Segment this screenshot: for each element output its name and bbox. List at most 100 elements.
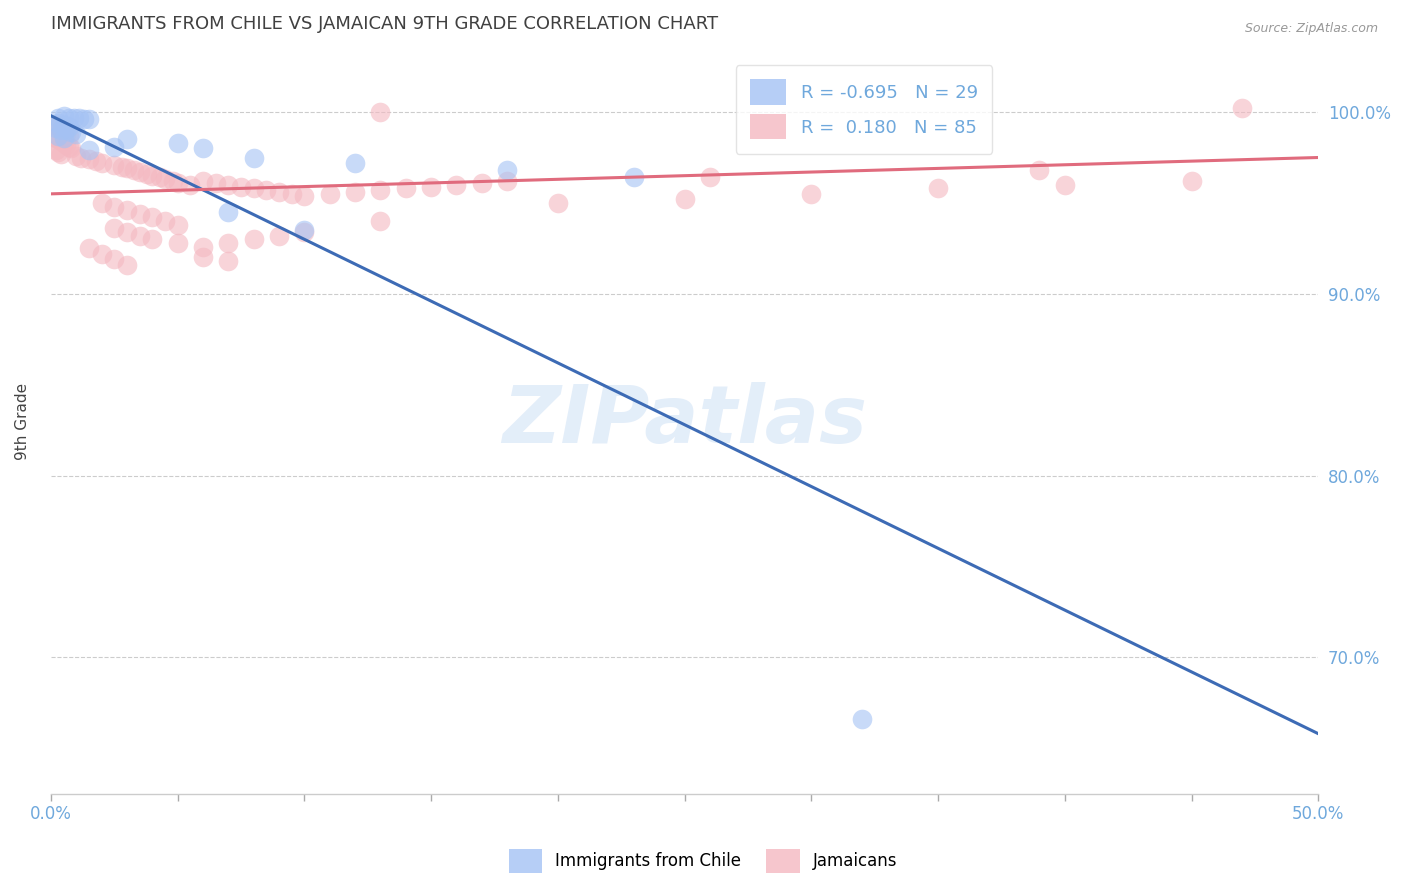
Point bbox=[800, 186, 823, 201]
Point bbox=[45, 118, 67, 132]
Legend: R = -0.695   N = 29, R =  0.180   N = 85: R = -0.695 N = 29, R = 0.180 N = 85 bbox=[735, 65, 993, 154]
Point bbox=[103, 200, 125, 214]
Point bbox=[217, 205, 239, 219]
Point bbox=[77, 112, 100, 127]
Point bbox=[60, 141, 83, 155]
Point bbox=[166, 136, 188, 150]
Point bbox=[191, 239, 214, 253]
Point bbox=[128, 207, 150, 221]
Point bbox=[280, 186, 302, 201]
Point bbox=[45, 121, 67, 136]
Point bbox=[191, 141, 214, 155]
Point bbox=[471, 176, 494, 190]
Point bbox=[55, 127, 77, 141]
Text: IMMIGRANTS FROM CHILE VS JAMAICAN 9TH GRADE CORRELATION CHART: IMMIGRANTS FROM CHILE VS JAMAICAN 9TH GR… bbox=[51, 15, 718, 33]
Point bbox=[267, 228, 290, 243]
Point bbox=[77, 241, 100, 255]
Point bbox=[254, 183, 277, 197]
Point bbox=[446, 178, 468, 192]
Point bbox=[49, 123, 72, 137]
Point bbox=[217, 178, 239, 192]
Point bbox=[1232, 102, 1254, 116]
Point bbox=[58, 128, 80, 143]
Point bbox=[103, 252, 125, 267]
Point bbox=[128, 165, 150, 179]
Point bbox=[141, 232, 163, 246]
Point bbox=[547, 196, 569, 211]
Point bbox=[149, 170, 172, 185]
Point bbox=[58, 111, 80, 125]
Point bbox=[115, 161, 138, 176]
Y-axis label: 9th Grade: 9th Grade bbox=[15, 383, 30, 459]
Point bbox=[48, 128, 70, 143]
Point bbox=[86, 154, 108, 169]
Point bbox=[344, 185, 367, 199]
Point bbox=[1028, 163, 1050, 178]
Point bbox=[73, 112, 96, 127]
Point bbox=[48, 132, 70, 146]
Point bbox=[496, 163, 519, 178]
Point bbox=[153, 214, 176, 228]
Point bbox=[48, 111, 70, 125]
Point bbox=[318, 186, 340, 201]
Point bbox=[229, 179, 252, 194]
Point bbox=[166, 235, 188, 250]
Point bbox=[242, 232, 264, 246]
Point bbox=[191, 174, 214, 188]
Point bbox=[70, 151, 93, 165]
Point bbox=[115, 132, 138, 146]
Point bbox=[673, 192, 696, 206]
Point bbox=[851, 712, 873, 726]
Point bbox=[344, 156, 367, 170]
Point bbox=[103, 139, 125, 153]
Point bbox=[49, 123, 72, 137]
Point bbox=[67, 111, 90, 125]
Point bbox=[204, 176, 226, 190]
Point bbox=[217, 254, 239, 268]
Point bbox=[927, 181, 949, 195]
Text: Source: ZipAtlas.com: Source: ZipAtlas.com bbox=[1244, 22, 1378, 36]
Point bbox=[111, 160, 134, 174]
Point bbox=[370, 183, 392, 197]
Point bbox=[52, 118, 75, 132]
Point bbox=[65, 127, 87, 141]
Legend: Immigrants from Chile, Jamaicans: Immigrants from Chile, Jamaicans bbox=[502, 842, 904, 880]
Point bbox=[242, 181, 264, 195]
Point bbox=[153, 172, 176, 186]
Point bbox=[45, 130, 67, 145]
Point bbox=[55, 137, 77, 152]
Point bbox=[420, 179, 443, 194]
Point bbox=[45, 143, 67, 157]
Point bbox=[370, 105, 392, 120]
Point bbox=[191, 251, 214, 265]
Text: ZIPatlas: ZIPatlas bbox=[502, 382, 868, 460]
Point bbox=[58, 120, 80, 134]
Point bbox=[292, 225, 315, 239]
Point bbox=[48, 116, 70, 130]
Point bbox=[77, 153, 100, 167]
Point bbox=[65, 149, 87, 163]
Point bbox=[623, 170, 645, 185]
Point bbox=[217, 235, 239, 250]
Point bbox=[162, 174, 184, 188]
Point bbox=[115, 258, 138, 272]
Point bbox=[166, 218, 188, 232]
Point bbox=[1180, 174, 1202, 188]
Point bbox=[124, 163, 146, 178]
Point bbox=[115, 203, 138, 218]
Point bbox=[49, 134, 72, 148]
Point bbox=[90, 156, 112, 170]
Point bbox=[103, 158, 125, 172]
Point bbox=[136, 167, 159, 181]
Point bbox=[48, 121, 70, 136]
Point bbox=[49, 146, 72, 161]
Point bbox=[52, 136, 75, 150]
Point bbox=[62, 111, 84, 125]
Point bbox=[52, 130, 75, 145]
Point bbox=[370, 214, 392, 228]
Point bbox=[496, 174, 519, 188]
Point bbox=[58, 139, 80, 153]
Point bbox=[90, 196, 112, 211]
Point bbox=[292, 188, 315, 202]
Point bbox=[395, 181, 418, 195]
